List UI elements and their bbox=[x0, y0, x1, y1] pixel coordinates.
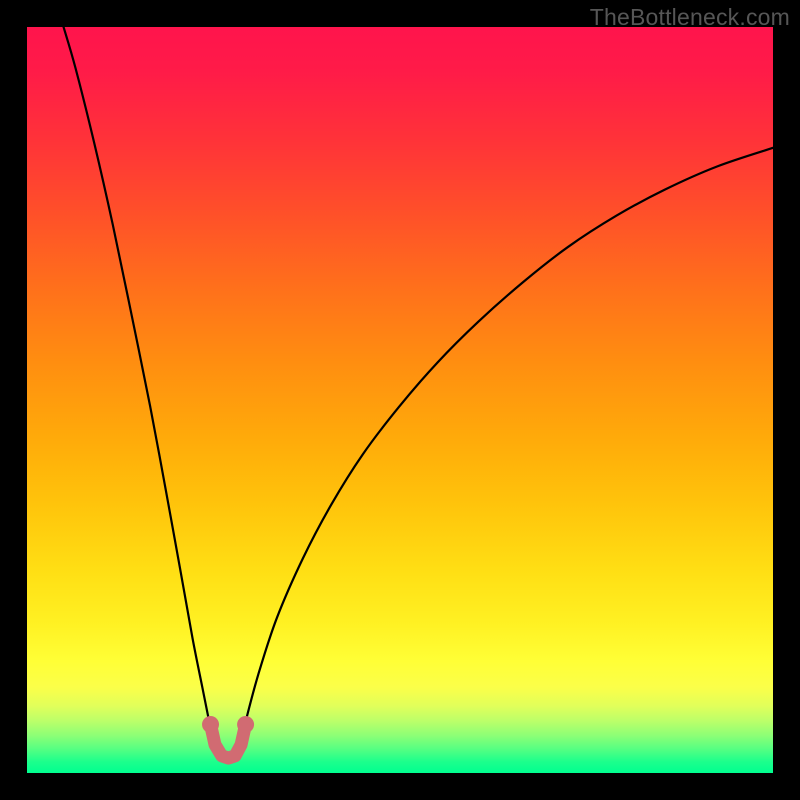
gradient-background bbox=[27, 27, 773, 773]
outer-frame: TheBottleneck.com bbox=[0, 0, 800, 800]
valley-marker-dot bbox=[237, 716, 254, 733]
valley-marker-dot bbox=[202, 716, 219, 733]
watermark-text: TheBottleneck.com bbox=[590, 4, 790, 31]
plot-area bbox=[27, 27, 773, 773]
chart-svg bbox=[27, 27, 773, 773]
